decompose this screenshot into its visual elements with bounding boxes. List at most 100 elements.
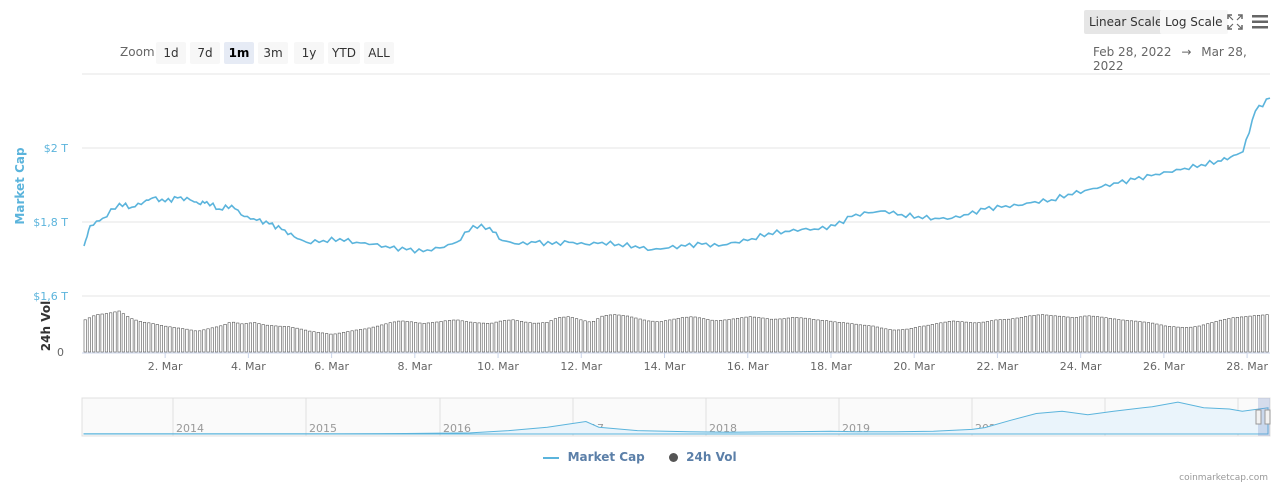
volume-bar bbox=[282, 326, 286, 353]
date-range-from[interactable]: Feb 28, 2022 bbox=[1093, 45, 1172, 59]
volume-bar bbox=[159, 325, 163, 353]
zoom-1m-button[interactable]: 1m bbox=[224, 42, 254, 64]
zoom-ytd-button[interactable]: YTD bbox=[328, 42, 360, 64]
volume-bar bbox=[1227, 318, 1231, 353]
x-tick-label: 24. Mar bbox=[1060, 360, 1102, 373]
legend-volume[interactable]: 24h Vol bbox=[668, 450, 737, 464]
volume-bar bbox=[502, 320, 507, 353]
volume-bar bbox=[1049, 315, 1053, 353]
volume-bar bbox=[935, 323, 939, 353]
volume-bar bbox=[685, 316, 689, 353]
credit-link[interactable]: coinmarketcap.com bbox=[1179, 473, 1268, 483]
volume-bar bbox=[774, 318, 778, 353]
navigator-tick-label: 2014 bbox=[176, 422, 204, 435]
volume-bar bbox=[913, 327, 918, 353]
volume-bar bbox=[418, 322, 422, 353]
volume-bar bbox=[1201, 324, 1205, 353]
navigator-handle-right[interactable] bbox=[1264, 409, 1271, 425]
volume-bar bbox=[951, 320, 956, 353]
volume-bar bbox=[155, 324, 159, 353]
volume-bar bbox=[210, 327, 214, 353]
volume-bar bbox=[134, 319, 138, 353]
volume-bar bbox=[1062, 316, 1066, 353]
volume-bar bbox=[473, 322, 477, 353]
volume-bar bbox=[956, 320, 960, 353]
x-axis-ticks: 2. Mar 4. Mar 6. Mar 8. Mar 10. Mar 12. Mar 14… bbox=[148, 353, 1268, 373]
volume-bar bbox=[1218, 319, 1222, 353]
volume-bar bbox=[1189, 326, 1193, 353]
volume-bar bbox=[1223, 318, 1227, 353]
volume-bar bbox=[1206, 323, 1210, 353]
volume-axis-label: 24h Vol bbox=[39, 301, 53, 351]
log-scale-button[interactable]: Log Scale bbox=[1160, 10, 1228, 34]
volume-bar bbox=[257, 323, 261, 353]
volume-bar bbox=[223, 323, 227, 353]
date-range-to[interactable]: Mar 28, 2022 bbox=[1093, 45, 1247, 73]
volume-bar bbox=[960, 321, 964, 353]
zoom-1y-button[interactable]: 1y bbox=[294, 42, 324, 64]
volume-bar bbox=[1045, 314, 1049, 353]
volume-bar bbox=[587, 321, 591, 353]
volume-bar bbox=[638, 318, 642, 353]
market-cap-chart[interactable]: $2 T $1,8 T $1,6 T 2. Mar 4. Mar 6. Mar 8. Ma… bbox=[0, 0, 1280, 446]
volume-bar bbox=[761, 317, 765, 353]
navigator-handle-left[interactable] bbox=[1255, 409, 1262, 425]
zoom-3m-button[interactable]: 3m bbox=[258, 42, 288, 64]
volume-bar bbox=[824, 320, 829, 353]
hamburger-menu-icon[interactable] bbox=[1251, 13, 1269, 31]
zoom-1d-button[interactable]: 1d bbox=[156, 42, 186, 64]
volume-bar bbox=[757, 317, 761, 353]
volume-bar bbox=[574, 318, 579, 353]
volume-bar bbox=[248, 322, 252, 353]
volume-bar bbox=[1159, 324, 1163, 353]
x-tick-label: 10. Mar bbox=[477, 360, 519, 373]
volume-bar bbox=[985, 321, 990, 353]
x-tick-label: 26. Mar bbox=[1143, 360, 1185, 373]
volume-bar bbox=[964, 321, 968, 353]
volume-bar bbox=[181, 328, 185, 353]
volume-bar bbox=[1129, 320, 1133, 353]
volume-bar bbox=[215, 326, 219, 353]
volume-bar bbox=[308, 330, 312, 353]
volume-bar bbox=[1104, 317, 1108, 353]
volume-bar bbox=[981, 321, 985, 353]
zoom-7d-button[interactable]: 7d bbox=[190, 42, 220, 64]
expand-icon[interactable] bbox=[1226, 13, 1244, 31]
y-tick-label: $2 T bbox=[44, 142, 68, 155]
volume-bar bbox=[295, 327, 299, 353]
volume-bar bbox=[87, 317, 91, 353]
volume-bar bbox=[477, 322, 481, 353]
volume-bar bbox=[312, 331, 316, 353]
volume-bar bbox=[1146, 322, 1150, 353]
volume-bar bbox=[1024, 316, 1028, 353]
volume-bar bbox=[1180, 326, 1184, 353]
volume-bar bbox=[608, 314, 613, 353]
volume-bar bbox=[524, 321, 528, 353]
volume-bar bbox=[126, 316, 130, 353]
volume-bar bbox=[515, 320, 519, 353]
volume-bar bbox=[854, 323, 858, 353]
volume-bar bbox=[647, 320, 651, 353]
linear-scale-button[interactable]: Linear Scale bbox=[1084, 10, 1168, 34]
volume-bar bbox=[426, 322, 430, 353]
market-cap-line bbox=[83, 97, 1271, 254]
volume-bar bbox=[363, 328, 367, 353]
volume-bar bbox=[265, 324, 269, 353]
volume-bar bbox=[1214, 321, 1218, 353]
volume-bar bbox=[1083, 315, 1087, 353]
volume-bar bbox=[977, 322, 981, 353]
volume-bar bbox=[236, 322, 240, 353]
volume-bar bbox=[748, 316, 752, 353]
volume-bar bbox=[96, 314, 100, 353]
volume-bar bbox=[1057, 315, 1061, 353]
zoom-all-button[interactable]: ALL bbox=[364, 42, 394, 64]
volume-bar bbox=[613, 314, 617, 353]
legend-market-cap[interactable]: Market Cap bbox=[543, 450, 649, 464]
volume-bar bbox=[337, 332, 341, 353]
volume-bar bbox=[1002, 319, 1006, 353]
volume-bar bbox=[206, 328, 210, 353]
volume-bar bbox=[1113, 318, 1117, 353]
volume-bar bbox=[752, 316, 757, 353]
volume-bar bbox=[1091, 315, 1095, 353]
volume-bar bbox=[498, 320, 502, 353]
